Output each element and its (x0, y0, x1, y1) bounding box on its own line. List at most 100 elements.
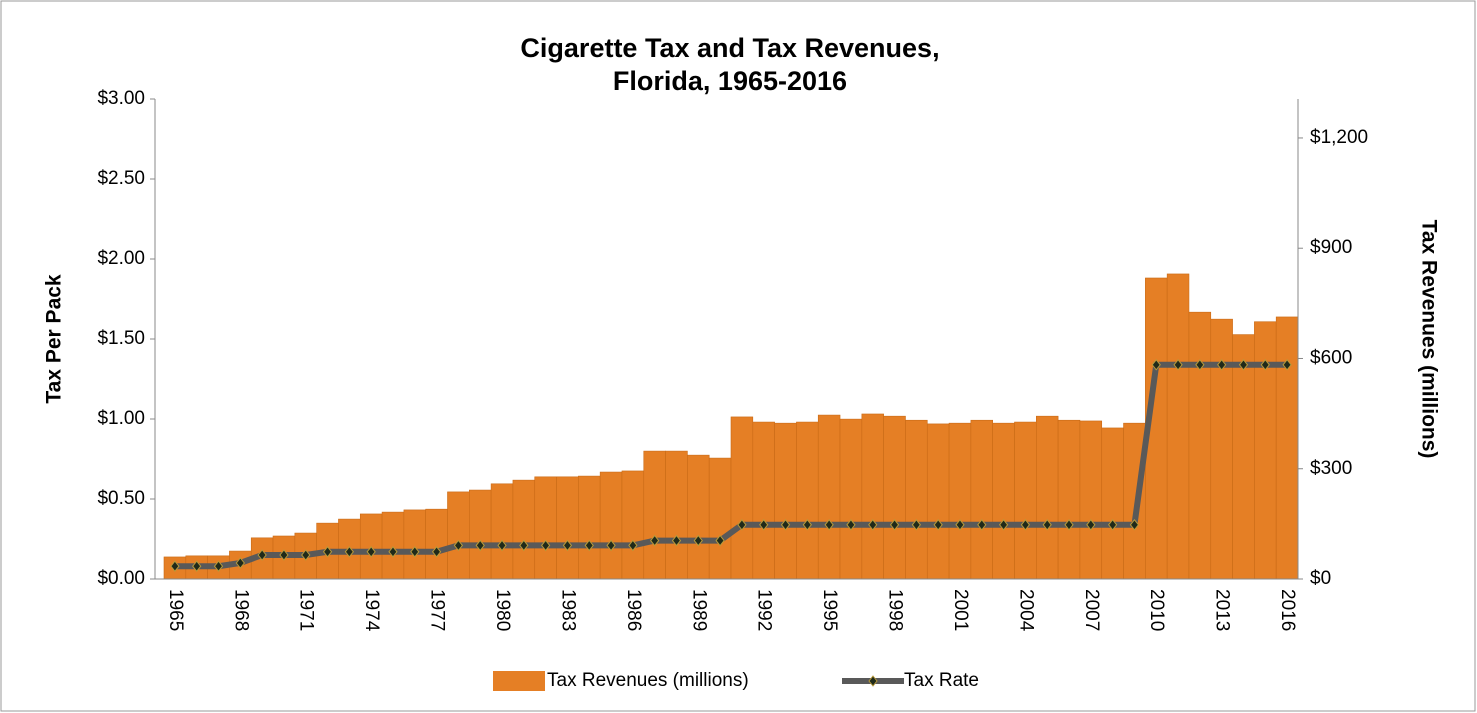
chart-title: Cigarette Tax and Tax Revenues, (520, 33, 939, 63)
y-tick-label: $3.00 (97, 88, 145, 109)
x-tick-label: 1998 (885, 589, 906, 631)
line-marker (737, 518, 747, 531)
bar (1232, 334, 1255, 580)
legend-marker (868, 675, 878, 687)
line-marker (301, 549, 311, 561)
x-tick-label: 2010 (1146, 589, 1167, 631)
line-marker (235, 557, 245, 569)
line-marker (1260, 358, 1270, 371)
bar (992, 422, 1015, 580)
y-axis-title: Tax Per Pack (43, 274, 66, 404)
line-marker (628, 539, 638, 552)
y-tick-label: $2.00 (97, 248, 145, 269)
line-marker (322, 545, 333, 558)
line-marker (889, 518, 900, 531)
line-marker (977, 518, 987, 531)
line-marker (1086, 518, 1096, 531)
line-marker (715, 534, 725, 547)
y-tick-label: $0.00 (97, 568, 145, 589)
x-tick-label: 2013 (1212, 589, 1233, 631)
bar (512, 479, 536, 580)
line-marker (671, 534, 682, 547)
line-marker (213, 560, 224, 573)
line-marker (1282, 358, 1292, 371)
y2-tick-label: $1,200 (1310, 127, 1368, 148)
bar (665, 450, 688, 580)
bar (861, 413, 884, 580)
bar (970, 419, 993, 580)
bar (774, 422, 797, 580)
legend-label: Tax Revenues (millions) (547, 670, 749, 691)
y2-axis-title: Tax Revenues (millions) (1417, 220, 1440, 459)
bar (948, 422, 972, 580)
line-marker (1129, 518, 1140, 531)
line (174, 361, 1288, 570)
line-marker (279, 549, 289, 561)
x-tick-label: 1974 (361, 589, 382, 632)
bar (1057, 419, 1081, 580)
line-marker (540, 539, 551, 552)
x-tick-label: 1992 (754, 589, 775, 631)
line-marker (780, 518, 791, 531)
bar (425, 508, 448, 580)
bar (1101, 427, 1124, 580)
chart-subtitle: Florida, 1965-2016 (613, 66, 847, 96)
line-marker (497, 539, 507, 552)
bar (381, 511, 405, 580)
bar (926, 423, 950, 580)
bar (1188, 311, 1212, 580)
line-marker (519, 539, 529, 552)
line-marker (192, 560, 202, 573)
line-marker (431, 545, 442, 558)
line-marker (1238, 358, 1249, 371)
bar (687, 454, 710, 580)
bar (1079, 420, 1103, 580)
line-marker (170, 560, 180, 573)
y2-tick-label: $300 (1310, 458, 1352, 479)
line-marker (1020, 518, 1031, 531)
line-marker (388, 545, 398, 558)
line-marker (759, 518, 769, 531)
bar (469, 489, 492, 580)
line-marker (1173, 358, 1183, 371)
x-tick-label: 1983 (557, 589, 578, 631)
bar (578, 475, 601, 580)
bar (556, 476, 579, 580)
x-tick-label: 1986 (623, 589, 644, 631)
x-tick-label: 2007 (1081, 589, 1102, 631)
bar (1166, 273, 1190, 580)
y-tick-label: $1.50 (97, 328, 145, 349)
x-tick-label: 1977 (427, 589, 448, 631)
x-tick-label: 1971 (296, 589, 317, 631)
line-marker (475, 539, 485, 552)
bar (534, 476, 557, 580)
line-marker (1217, 358, 1227, 371)
bar (708, 457, 732, 580)
x-tick-label: 1980 (492, 589, 513, 631)
line-marker (257, 549, 267, 561)
x-tick-label: 2016 (1277, 589, 1298, 631)
line-marker (1042, 518, 1052, 531)
x-tick-label: 1989 (688, 589, 709, 631)
bar (1210, 318, 1233, 580)
bar (839, 418, 863, 580)
y2-tick-label: $600 (1310, 347, 1352, 368)
x-tick-label: 1995 (819, 589, 840, 631)
x-tick-label: 2001 (950, 589, 971, 631)
bar (599, 471, 623, 580)
line-marker (584, 539, 594, 552)
x-tick-label: 2004 (1015, 589, 1036, 632)
y2-tick-label: $900 (1310, 237, 1352, 258)
line-marker (650, 534, 660, 547)
x-tick-label: 1968 (230, 589, 251, 631)
bar (490, 483, 514, 580)
line-marker (606, 539, 616, 552)
line-marker (1195, 358, 1205, 371)
line-marker (366, 545, 376, 558)
bar (730, 416, 754, 580)
bar (1014, 421, 1037, 580)
line-marker (410, 545, 420, 558)
legend-label: Tax Rate (904, 670, 979, 691)
bar (905, 419, 928, 580)
